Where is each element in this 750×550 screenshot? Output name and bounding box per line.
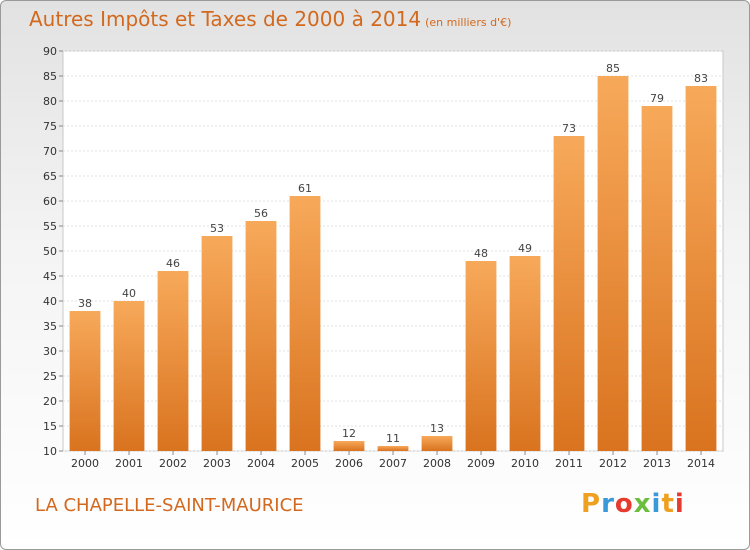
y-tick-label: 90 — [43, 45, 57, 58]
proxiti-logo: Proxiti — [581, 489, 685, 519]
logo-letter: t — [661, 489, 675, 519]
logo-letter: x — [633, 489, 652, 519]
bar-2001 — [113, 301, 145, 451]
bar-2007 — [377, 446, 409, 451]
chart-title-text: Autres Impôts et Taxes de 2000 à 2014 — [29, 7, 422, 31]
value-labels: 38 40 46 53 56 61 12 11 13 48 49 73 85 79 83 — [78, 62, 708, 445]
bar-2009 — [465, 261, 497, 451]
logo-letter: o — [614, 489, 634, 519]
x-tick-label-2006: 2006 — [335, 457, 363, 470]
y-tick-label: 60 — [43, 195, 57, 208]
y-tick-label: 15 — [43, 420, 57, 433]
bar-2005 — [289, 196, 321, 451]
bar-2013 — [641, 106, 673, 451]
bar-2011 — [553, 136, 585, 451]
logo-letter: r — [601, 489, 615, 519]
x-axis: 2000 2001 2002 2003 2004 2005 2006 2007 2008 2009… — [71, 451, 715, 470]
x-tick-label-2013: 2013 — [643, 457, 671, 470]
x-tick-label-2001: 2001 — [115, 457, 143, 470]
x-tick-label-2004: 2004 — [247, 457, 275, 470]
bar-2006 — [333, 441, 365, 451]
y-tick-label: 80 — [43, 95, 57, 108]
logo-letter: i — [674, 489, 685, 519]
y-axis: 10 15 20 25 30 35 40 45 50 55 60 65 70 75 80 85 90 — [43, 45, 63, 458]
x-tick-label-2011: 2011 — [555, 457, 583, 470]
x-tick-label-2014: 2014 — [687, 457, 715, 470]
y-tick-label: 35 — [43, 320, 57, 333]
x-tick-label-2008: 2008 — [423, 457, 451, 470]
bar-2003 — [201, 236, 233, 451]
chart-unit: (en milliers d'€) — [425, 16, 512, 29]
value-label-2011: 73 — [562, 122, 576, 135]
x-tick-label-2003: 2003 — [203, 457, 231, 470]
y-tick-label: 25 — [43, 370, 57, 383]
bar-2010 — [509, 256, 541, 451]
x-tick-label-2007: 2007 — [379, 457, 407, 470]
bar-2002 — [157, 271, 189, 451]
x-tick-label-2012: 2012 — [599, 457, 627, 470]
value-label-2013: 79 — [650, 92, 664, 105]
location-name: LA CHAPELLE-SAINT-MAURICE — [35, 495, 304, 516]
value-label-2009: 48 — [474, 247, 488, 260]
y-tick-label: 45 — [43, 270, 57, 283]
y-tick-label: 65 — [43, 170, 57, 183]
value-label-2012: 85 — [606, 62, 620, 75]
bar-2000 — [69, 311, 101, 451]
y-tick-label: 70 — [43, 145, 57, 158]
value-label-2008: 13 — [430, 422, 444, 435]
x-tick-label-2010: 2010 — [511, 457, 539, 470]
x-tick-label-2005: 2005 — [291, 457, 319, 470]
value-label-2005: 61 — [298, 182, 312, 195]
bars — [69, 76, 717, 451]
value-label-2014: 83 — [694, 72, 708, 85]
value-label-2003: 53 — [210, 222, 224, 235]
y-tick-label: 20 — [43, 395, 57, 408]
logo-letter: P — [581, 489, 602, 519]
y-tick-label: 85 — [43, 70, 57, 83]
y-tick-label: 55 — [43, 220, 57, 233]
value-label-2001: 40 — [122, 287, 136, 300]
value-label-2000: 38 — [78, 297, 92, 310]
value-label-2004: 56 — [254, 207, 268, 220]
value-label-2010: 49 — [518, 242, 532, 255]
bar-2004 — [245, 221, 277, 451]
value-label-2002: 46 — [166, 257, 180, 270]
y-tick-label: 30 — [43, 345, 57, 358]
bar-2012 — [597, 76, 629, 451]
y-tick-label: 10 — [43, 445, 57, 458]
logo-letter: i — [651, 489, 662, 519]
value-label-2007: 11 — [386, 432, 400, 445]
y-tick-label: 50 — [43, 245, 57, 258]
x-tick-label-2009: 2009 — [467, 457, 495, 470]
value-label-2006: 12 — [342, 427, 356, 440]
x-tick-label-2000: 2000 — [71, 457, 99, 470]
bar-2008 — [421, 436, 453, 451]
bar-2014 — [685, 86, 717, 451]
chart-title: Autres Impôts et Taxes de 2000 à 2014 (en… — [29, 7, 511, 31]
y-tick-label: 40 — [43, 295, 57, 308]
x-tick-label-2002: 2002 — [159, 457, 187, 470]
y-tick-label: 75 — [43, 120, 57, 133]
